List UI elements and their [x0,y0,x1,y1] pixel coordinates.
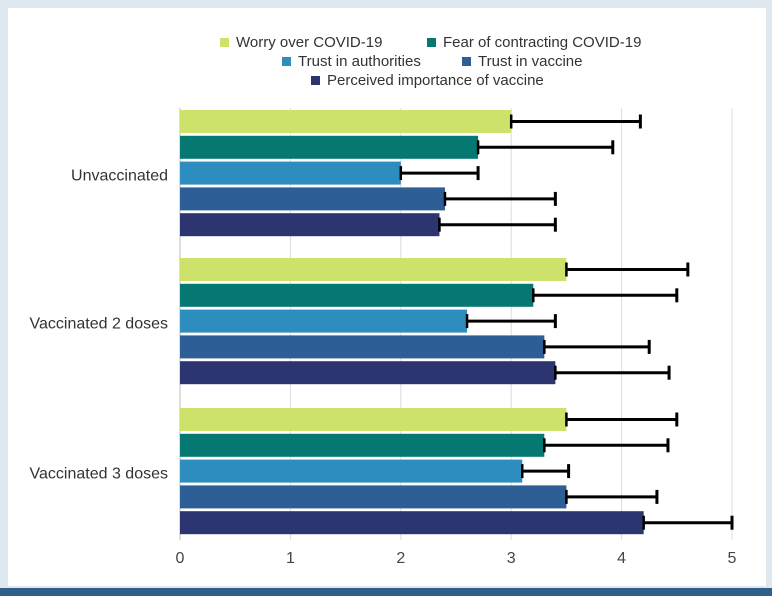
bar [180,258,567,281]
bar [180,511,644,535]
legend-label: Fear of contracting COVID-19 [443,34,641,51]
legend-item: Worry over COVID-19 [220,34,382,51]
legend-swatch [462,57,471,66]
chart-x-tick-labels: 0 1 2 3 4 5 [176,550,737,567]
x-tick-label: 0 [176,550,185,567]
chart-category-labels: Unvaccinated Vaccinated 2 doses Vaccinated… [30,168,168,483]
bar [180,161,401,185]
legend-item: Fear of contracting COVID-19 [427,34,641,51]
x-tick-label: 2 [396,550,405,567]
category-label: Unvaccinated [71,168,168,185]
legend-swatch [220,38,229,47]
bar [180,485,567,509]
bar [180,187,445,211]
legend-swatch [282,57,291,66]
bar [180,110,512,133]
bar [180,459,523,483]
legend-swatch [311,76,320,85]
x-tick-label: 1 [286,550,295,567]
chart-bars [180,110,644,535]
bar [180,408,567,431]
category-label: Vaccinated 3 doses [30,466,168,483]
legend-label: Trust in authorities [298,53,421,70]
chart-error-bars [399,114,734,530]
bar [180,135,479,159]
bar [180,283,534,307]
x-tick-label: 4 [617,550,626,567]
x-tick-label: 3 [507,550,516,567]
bottom-accent-bar [0,588,772,596]
bar [180,433,545,457]
bar [180,213,440,237]
legend-label: Perceived importance of vaccine [327,72,544,89]
bar [180,335,545,359]
legend-item: Trust in vaccine [462,53,582,70]
bar [180,361,556,385]
legend-item: Perceived importance of vaccine [311,72,544,89]
chart-legend: Worry over COVID-19 Fear of contracting C… [220,34,641,89]
legend-label: Trust in vaccine [478,53,582,70]
legend-label: Worry over COVID-19 [236,34,382,51]
category-label: Vaccinated 2 doses [30,316,168,333]
bar [180,309,468,333]
x-tick-label: 5 [728,550,737,567]
legend-swatch [427,38,436,47]
legend-item: Trust in authorities [282,53,421,70]
